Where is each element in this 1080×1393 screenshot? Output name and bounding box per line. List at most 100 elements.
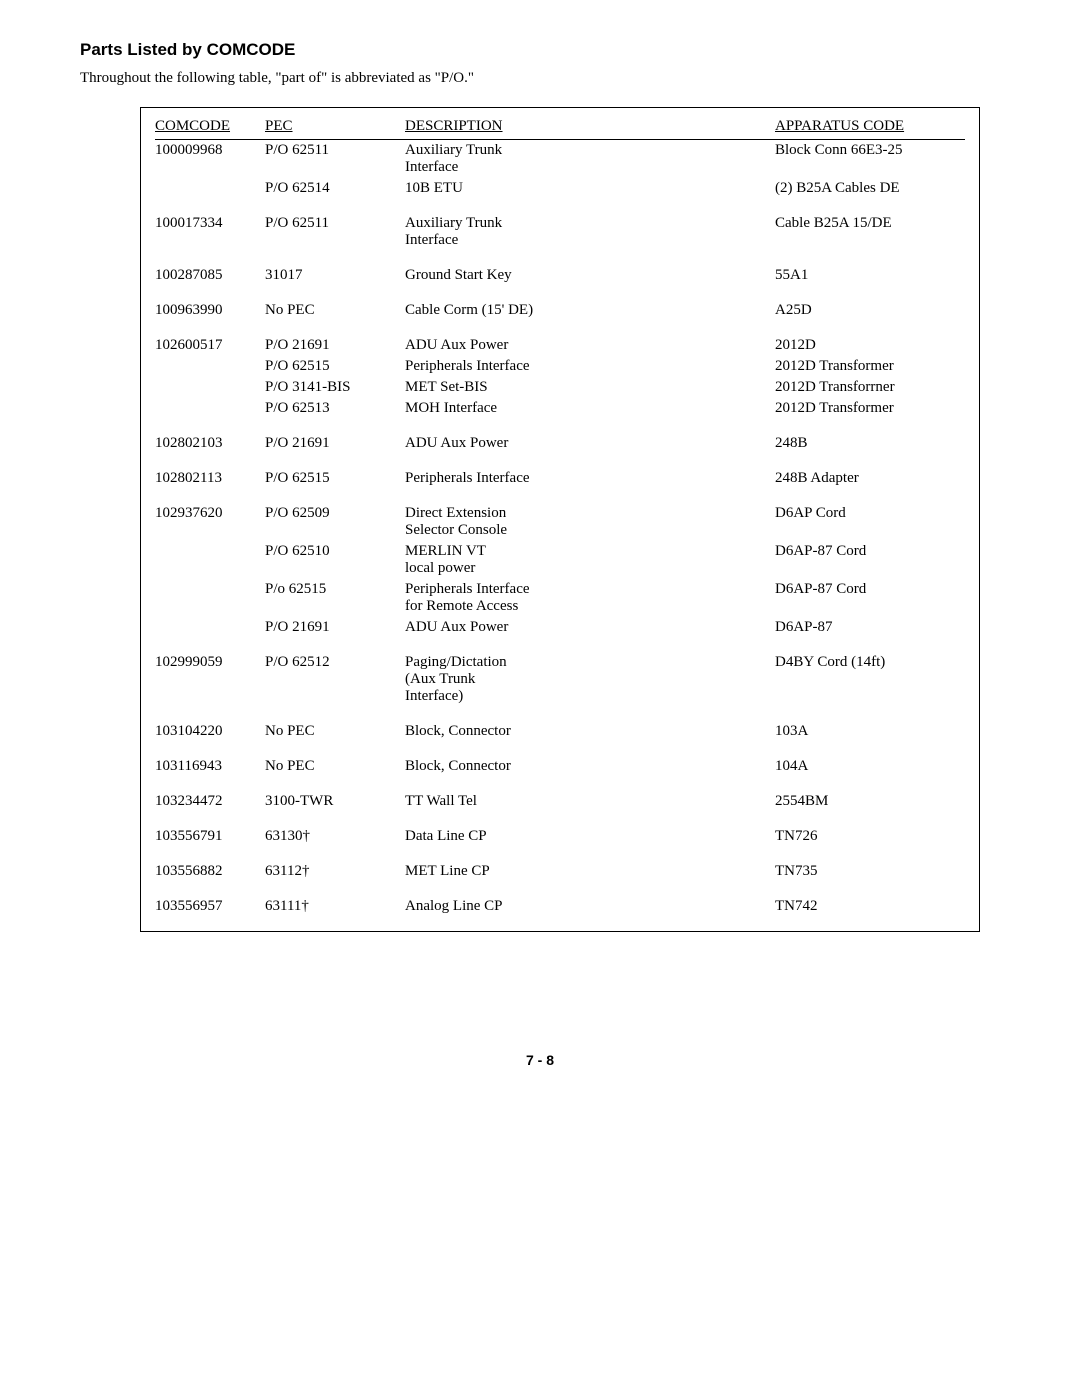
- cell-comcode: [155, 541, 265, 579]
- cell-comcode: 103104220: [155, 721, 265, 742]
- table-row: 100017334P/O 62511Auxiliary TrunkInterfa…: [155, 213, 965, 251]
- col-header-pec: PEC: [265, 114, 405, 140]
- cell-comcode: 100287085: [155, 265, 265, 286]
- cell-apparatus: A25D: [775, 300, 965, 321]
- cell-apparatus: D6AP-87 Cord: [775, 541, 965, 579]
- spacer-row: [155, 321, 965, 335]
- cell-apparatus: Block Conn 66E3-25: [775, 140, 965, 179]
- cell-apparatus: 248B: [775, 433, 965, 454]
- col-header-apparatus: APPARATUS CODE: [775, 114, 965, 140]
- table-row: 10028708531017Ground Start Key55A1: [155, 265, 965, 286]
- spacer-row: [155, 454, 965, 468]
- cell-description: Block, Connector: [405, 756, 775, 777]
- parts-table-container: COMCODE PEC DESCRIPTION APPARATUS CODE 1…: [140, 107, 980, 932]
- cell-comcode: 100963990: [155, 300, 265, 321]
- cell-pec: No PEC: [265, 300, 405, 321]
- cell-apparatus: 248B Adapter: [775, 468, 965, 489]
- cell-comcode: [155, 356, 265, 377]
- table-row: 102999059P/O 62512Paging/Dictation(Aux T…: [155, 652, 965, 707]
- cell-description: TT Wall Tel: [405, 791, 775, 812]
- cell-pec: P/O 62511: [265, 140, 405, 179]
- cell-apparatus: (2) B25A Cables DE: [775, 178, 965, 199]
- cell-pec: P/O 62515: [265, 356, 405, 377]
- cell-apparatus: 2554BM: [775, 791, 965, 812]
- page-footer: 7 - 8: [80, 1052, 1000, 1068]
- cell-description: Peripherals Interfacefor Remote Access: [405, 579, 775, 617]
- col-header-description: DESCRIPTION: [405, 114, 775, 140]
- table-row: P/O 62515Peripherals Interface2012D Tran…: [155, 356, 965, 377]
- cell-pec: 3100-TWR: [265, 791, 405, 812]
- table-row: 100009968P/O 62511Auxiliary TrunkInterfa…: [155, 140, 965, 179]
- cell-comcode: 100009968: [155, 140, 265, 179]
- table-row: P/o 62515Peripherals Interfacefor Remote…: [155, 579, 965, 617]
- cell-pec: 31017: [265, 265, 405, 286]
- cell-pec: P/o 62515: [265, 579, 405, 617]
- spacer-row: [155, 419, 965, 433]
- table-row: P/O 6251410B ETU(2) B25A Cables DE: [155, 178, 965, 199]
- col-header-comcode: COMCODE: [155, 114, 265, 140]
- cell-description: Direct ExtensionSelector Console: [405, 503, 775, 541]
- intro-text: Throughout the following table, "part of…: [80, 70, 1000, 87]
- cell-apparatus: 2012D Transformer: [775, 398, 965, 419]
- cell-description: Auxiliary TrunkInterface: [405, 213, 775, 251]
- cell-pec: 63130†: [265, 826, 405, 847]
- cell-description: Cable Corm (15' DE): [405, 300, 775, 321]
- cell-description: Analog Line CP: [405, 896, 775, 917]
- spacer-row: [155, 847, 965, 861]
- cell-comcode: [155, 617, 265, 638]
- spacer-row: [155, 707, 965, 721]
- cell-apparatus: TN742: [775, 896, 965, 917]
- spacer-row: [155, 199, 965, 213]
- cell-pec: P/O 21691: [265, 335, 405, 356]
- parts-table: COMCODE PEC DESCRIPTION APPARATUS CODE 1…: [155, 114, 965, 917]
- cell-comcode: 102802113: [155, 468, 265, 489]
- table-row: 1032344723100-TWRTT Wall Tel2554BM: [155, 791, 965, 812]
- cell-pec: P/O 62511: [265, 213, 405, 251]
- spacer-row: [155, 286, 965, 300]
- cell-pec: 63112†: [265, 861, 405, 882]
- table-row: P/O 62513MOH Interface2012D Transformer: [155, 398, 965, 419]
- cell-description: MET Line CP: [405, 861, 775, 882]
- cell-pec: P/O 62515: [265, 468, 405, 489]
- spacer-row: [155, 812, 965, 826]
- table-row: P/O 3141-BISMET Set-BIS2012D Transforrne…: [155, 377, 965, 398]
- cell-comcode: 102937620: [155, 503, 265, 541]
- spacer-row: [155, 742, 965, 756]
- spacer-row: [155, 777, 965, 791]
- cell-apparatus: 103A: [775, 721, 965, 742]
- cell-comcode: 103556882: [155, 861, 265, 882]
- cell-pec: P/O 3141-BIS: [265, 377, 405, 398]
- cell-description: 10B ETU: [405, 178, 775, 199]
- table-row: 102937620P/O 62509Direct ExtensionSelect…: [155, 503, 965, 541]
- cell-pec: P/O 21691: [265, 433, 405, 454]
- cell-comcode: 103556791: [155, 826, 265, 847]
- cell-pec: P/O 21691: [265, 617, 405, 638]
- cell-description: Auxiliary TrunkInterface: [405, 140, 775, 179]
- cell-comcode: 103116943: [155, 756, 265, 777]
- cell-comcode: 100017334: [155, 213, 265, 251]
- cell-pec: P/O 62512: [265, 652, 405, 707]
- cell-description: MOH Interface: [405, 398, 775, 419]
- cell-description: Paging/Dictation(Aux TrunkInterface): [405, 652, 775, 707]
- cell-apparatus: D6AP-87 Cord: [775, 579, 965, 617]
- cell-pec: No PEC: [265, 721, 405, 742]
- spacer-row: [155, 251, 965, 265]
- cell-apparatus: 2012D: [775, 335, 965, 356]
- cell-apparatus: 104A: [775, 756, 965, 777]
- cell-pec: 63111†: [265, 896, 405, 917]
- cell-pec: P/O 62513: [265, 398, 405, 419]
- cell-description: ADU Aux Power: [405, 617, 775, 638]
- cell-apparatus: 2012D Transforrner: [775, 377, 965, 398]
- spacer-row: [155, 489, 965, 503]
- cell-comcode: [155, 579, 265, 617]
- cell-apparatus: D6AP Cord: [775, 503, 965, 541]
- cell-pec: P/O 62509: [265, 503, 405, 541]
- cell-comcode: [155, 398, 265, 419]
- cell-description: MET Set-BIS: [405, 377, 775, 398]
- cell-apparatus: TN726: [775, 826, 965, 847]
- cell-apparatus: 2012D Transformer: [775, 356, 965, 377]
- cell-comcode: 103234472: [155, 791, 265, 812]
- cell-apparatus: D6AP-87: [775, 617, 965, 638]
- table-row: 100963990No PECCable Corm (15' DE)A25D: [155, 300, 965, 321]
- table-row: 102600517P/O 21691ADU Aux Power2012D: [155, 335, 965, 356]
